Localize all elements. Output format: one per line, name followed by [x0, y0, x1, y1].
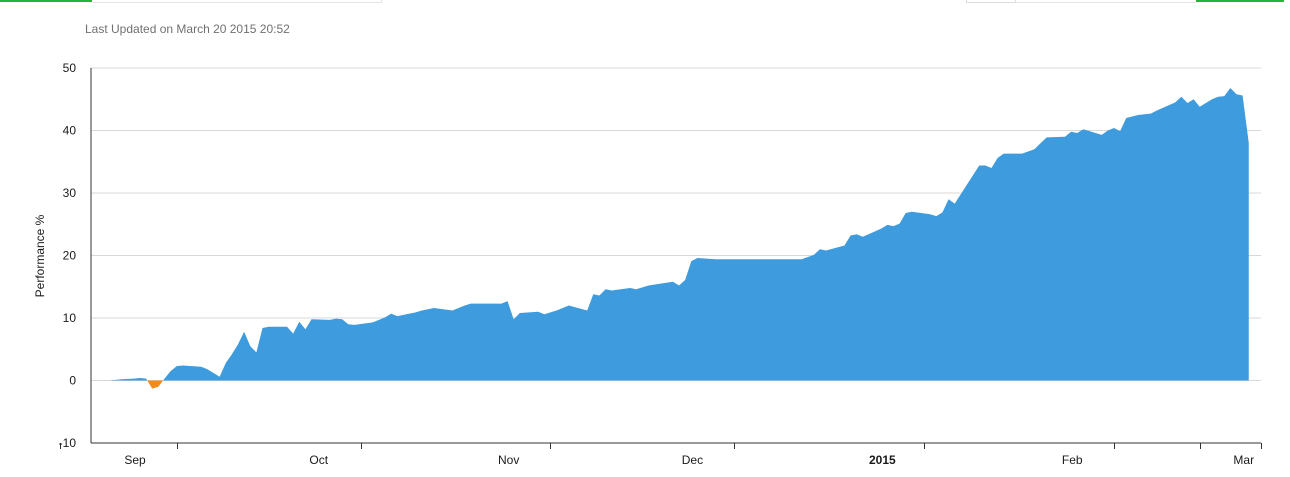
axes: [60, 68, 1262, 449]
y-tick-label: 30: [63, 186, 77, 200]
series-area-positive: [91, 88, 1249, 381]
y-tick-label: -10: [59, 436, 77, 450]
x-tick-label: Feb: [1062, 453, 1083, 467]
left-tab-box[interactable]: [92, 0, 382, 3]
x-tick-label: 2015: [869, 453, 896, 467]
x-tick-label: Oct: [309, 453, 328, 467]
performance-area: [91, 88, 1249, 389]
y-tick-label: 50: [63, 61, 77, 75]
top-toolbar-strip: [0, 0, 1290, 4]
y-tick-label: 10: [63, 311, 77, 325]
y-axis-title: Performance %: [33, 214, 47, 297]
y-tick-label: 0: [69, 374, 76, 388]
x-tick-label: Mar: [1233, 453, 1254, 467]
x-tick-label: Sep: [124, 453, 146, 467]
y-tick-label: 20: [63, 249, 77, 263]
right-accent-bar: [1196, 0, 1284, 2]
right-small-box[interactable]: [966, 0, 1016, 3]
x-tick-label: Dec: [682, 453, 703, 467]
y-tick-label: 40: [63, 124, 77, 138]
left-accent-bar: [0, 0, 92, 2]
tick-labels: -10 0 10 20 30 40 50 Sep Oct Nov Dec 2015 Feb Mar: [59, 61, 1254, 467]
x-tick-label: Nov: [498, 453, 519, 467]
right-tab-box[interactable]: [1016, 0, 1196, 3]
last-updated-text: Last Updated on March 20 2015 20:52: [85, 22, 290, 36]
